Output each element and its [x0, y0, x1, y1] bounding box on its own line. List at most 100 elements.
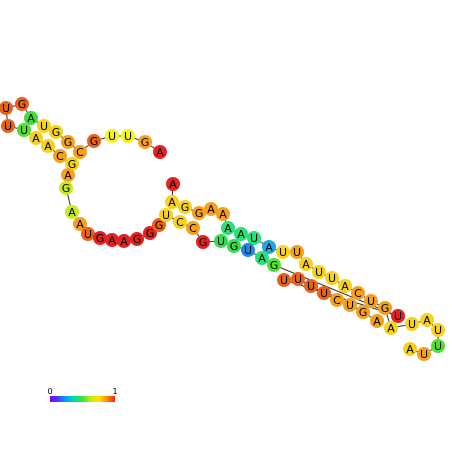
nucleotide-58: U [391, 309, 405, 323]
nucleotide-circle [87, 134, 101, 148]
nucleotide-circle [61, 135, 75, 149]
nucleotide-29: G [152, 218, 166, 232]
nucleotide-circle [417, 347, 431, 361]
nucleotide-49: A [255, 251, 269, 265]
nucleotide-base-label: G [141, 136, 150, 149]
nucleotide-12: G [138, 135, 152, 149]
nucleotide-circle [267, 258, 281, 272]
nucleotide-circle [241, 243, 255, 257]
nucleotide-8: C [73, 145, 87, 159]
nucleotide-circle [105, 233, 119, 247]
nucleotide-circle [41, 139, 55, 153]
nucleotide-66: A [370, 314, 384, 328]
nucleotide-base-label: C [333, 294, 341, 307]
nucleotide-base-label: U [346, 299, 354, 312]
nucleotide-base-label: U [408, 318, 416, 331]
nucleotide-base-label: U [124, 130, 132, 143]
nucleotide-base-label: C [189, 222, 197, 235]
nucleotide-base-label: U [279, 246, 287, 259]
nucleotide-circle [17, 123, 31, 137]
nucleotide-72: U [417, 347, 431, 361]
nucleotide-circle [49, 125, 63, 139]
nucleotide-circle [143, 226, 157, 240]
nucleotide-4: A [24, 111, 38, 125]
nucleotide-64: U [343, 298, 357, 312]
nucleotide-base-label: U [280, 274, 288, 287]
nucleotide-circle [391, 309, 405, 323]
nucleotide-25: A [105, 233, 119, 247]
nucleotide-base-label: A [207, 203, 215, 216]
nucleotide-circle [356, 305, 370, 319]
nucleotide-48: U [241, 243, 255, 257]
nucleotide-base-label: U [434, 324, 442, 337]
nucleotide-circle [330, 293, 344, 307]
nucleotide-63: C [330, 293, 344, 307]
nucleotide-42: U [247, 231, 261, 245]
nucleotide-circle [15, 97, 29, 111]
nucleotide-base-label: A [258, 252, 266, 265]
nucleotide-circle [165, 195, 179, 209]
color-scale-bar [50, 396, 115, 402]
nucleotide-18: G [65, 157, 79, 171]
nucleotide-55: C [351, 286, 365, 300]
nucleotide-circle [37, 119, 51, 133]
nucleotide-circle [247, 231, 261, 245]
nucleotide-59: U [277, 273, 291, 287]
nucleotide-base-label: U [434, 340, 442, 353]
nucleotide-54: A [338, 279, 352, 293]
nucleotide-47: G [227, 239, 241, 253]
nucleotide-circle [227, 239, 241, 253]
nucleotide-circle [117, 234, 131, 248]
nucleotide-base-label: A [219, 208, 227, 221]
nucleotide-43: A [262, 240, 276, 254]
nucleotide-circle [186, 221, 200, 235]
nucleotide-30: A [166, 177, 180, 191]
nucleotide-3: G [15, 97, 29, 111]
nucleotide-base-label: G [64, 136, 73, 149]
nucleotide-37: C [173, 215, 187, 229]
nucleotide-circle [173, 215, 187, 229]
nucleotide-base-label: A [108, 234, 116, 247]
nucleotide-base-label: G [96, 232, 105, 245]
nucleotide-73: A [403, 342, 417, 356]
nucleotide-23: U [81, 227, 95, 241]
nucleotide-circle [255, 251, 269, 265]
nucleotide-6: G [49, 125, 63, 139]
nucleotide-62: U [317, 286, 331, 300]
nucleotide-circle [192, 206, 206, 220]
nucleotide-base-label: U [294, 273, 302, 286]
nucleotide-base-label: A [156, 146, 164, 159]
nucleotide-24: G [93, 231, 107, 245]
nucleotide-36: U [159, 208, 173, 222]
nucleotide-base-label: G [133, 233, 142, 246]
nucleotide-base-label: A [341, 280, 349, 293]
nucleotide-51: A [299, 257, 313, 271]
nucleotide-circle [65, 157, 79, 171]
nucleotide-base-label: U [320, 287, 328, 300]
nucleotide-46: U [214, 234, 228, 248]
nucleotide-base-label: U [2, 102, 10, 115]
nucleotide-base-label: C [76, 146, 84, 159]
nucleotide-base-label: U [250, 232, 258, 245]
nucleotide-circle [152, 218, 166, 232]
nucleotide-base-label: C [176, 216, 184, 229]
nucleotide-circle [403, 342, 417, 356]
nucleotide-base-label: C [56, 150, 64, 163]
nucleotide-base-label: A [168, 196, 176, 209]
nucleotide-base-label: A [423, 314, 431, 327]
nucleotide-41: A [234, 227, 248, 241]
nucleotide-circle [0, 101, 13, 115]
nucleotide-base-label: G [146, 227, 155, 240]
nucleotide-circle [378, 301, 392, 315]
nucleotide-circle [59, 181, 73, 195]
nucleotide-28: G [143, 226, 157, 240]
nucleotide-circle [325, 271, 339, 285]
nucleotide-circle [431, 339, 445, 353]
nucleotide-circle [384, 321, 398, 335]
nucleotide-20: G [59, 181, 73, 195]
nucleotide-base-label: U [162, 209, 170, 222]
nucleotide-10: U [105, 129, 119, 143]
nucleotide-circle [276, 245, 290, 259]
nucleotide-circle [262, 240, 276, 254]
